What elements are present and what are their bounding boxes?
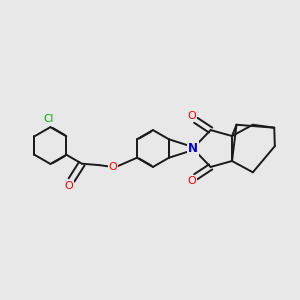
Text: O: O	[109, 162, 117, 172]
Text: Cl: Cl	[44, 114, 54, 124]
Text: O: O	[188, 176, 196, 186]
Text: O: O	[188, 111, 196, 121]
Text: O: O	[65, 181, 74, 191]
Text: N: N	[188, 142, 198, 155]
